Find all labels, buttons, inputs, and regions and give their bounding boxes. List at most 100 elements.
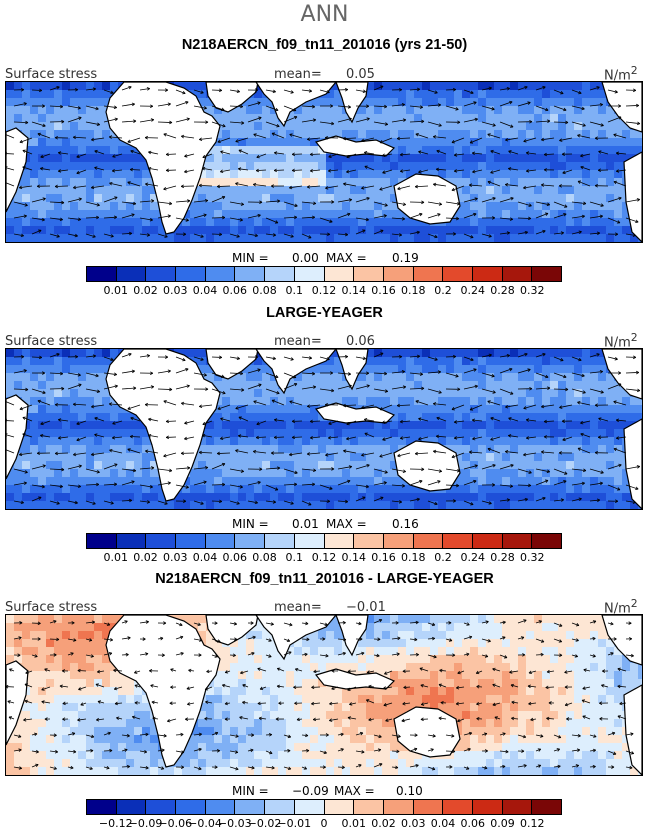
panel-3-colorbar-ticks: −0.12 −0.09 −0.06 −0.04 −0.03 −0.02 −0.01 0 0.01… bbox=[86, 817, 562, 831]
colorbar-swatch bbox=[472, 534, 503, 548]
panel-2-units: N/m2 bbox=[604, 331, 638, 351]
colorbar-tick-label: 0.12 bbox=[520, 817, 545, 830]
panel-1-max-label: MAX = bbox=[326, 251, 367, 265]
land-mass bbox=[6, 127, 29, 213]
colorbar-swatch bbox=[383, 267, 414, 281]
colorbar-swatch bbox=[383, 534, 414, 548]
panel-2-max-label: MAX = bbox=[326, 517, 367, 531]
panel-2-mean-label: mean= bbox=[274, 334, 322, 349]
colorbar-tick-label: 0.06 bbox=[222, 284, 248, 297]
land-mass bbox=[601, 615, 642, 666]
panel-3-units: N/m2 bbox=[604, 597, 638, 617]
colorbar-tick-label: −0.06 bbox=[158, 817, 193, 830]
land-mass bbox=[623, 418, 642, 509]
colorbar-swatch bbox=[294, 534, 325, 548]
land-mass bbox=[335, 615, 369, 657]
colorbar-swatch bbox=[87, 800, 117, 814]
panel-2-mean-value: 0.06 bbox=[346, 334, 375, 349]
colorbar-tick-label: 0.01 bbox=[341, 817, 367, 830]
colorbar-tick-label: −0.04 bbox=[188, 817, 222, 830]
colorbar-tick-label: 0.02 bbox=[133, 551, 158, 564]
colorbar-tick-label: 0.1 bbox=[285, 284, 304, 297]
colorbar-swatch bbox=[532, 800, 561, 814]
colorbar-tick-label: 0.04 bbox=[192, 284, 218, 297]
colorbar-swatch bbox=[502, 534, 533, 548]
panel-3-mean-value: −0.01 bbox=[346, 600, 386, 615]
colorbar-swatch bbox=[146, 267, 177, 281]
surface-stress-map bbox=[6, 615, 642, 775]
colorbar-swatch bbox=[176, 534, 206, 548]
land-mass bbox=[255, 615, 337, 661]
colorbar-tick-label: 0.18 bbox=[401, 284, 426, 297]
colorbar-swatch bbox=[235, 267, 266, 281]
colorbar-tick-label: −0.02 bbox=[247, 817, 282, 830]
colorbar-swatch bbox=[502, 800, 533, 814]
colorbar-swatch bbox=[294, 267, 325, 281]
colorbar-swatch bbox=[146, 534, 177, 548]
land-mass bbox=[255, 349, 337, 395]
panel-1-colorbar bbox=[86, 266, 562, 282]
land-mass bbox=[623, 684, 642, 775]
panel-1-units: N/m2 bbox=[604, 64, 638, 84]
colorbar-swatch bbox=[532, 267, 561, 281]
panel-1-colorbar-ticks: 0.01 0.02 0.03 0.04 0.06 0.08 0.1 0.12 0.14 0.16 0… bbox=[86, 284, 562, 298]
colorbar-swatch bbox=[265, 534, 295, 548]
surface-stress-map bbox=[6, 349, 642, 509]
panel-1-mean-value: 0.05 bbox=[346, 67, 375, 82]
land-mass bbox=[314, 402, 396, 424]
land-mass bbox=[601, 82, 642, 133]
colorbar-swatch bbox=[235, 534, 266, 548]
colorbar-swatch bbox=[354, 267, 384, 281]
colorbar-tick-label: −0.09 bbox=[128, 817, 163, 830]
panel-3-min-label: MIN = bbox=[232, 784, 269, 798]
colorbar-tick-label: 0.16 bbox=[371, 284, 396, 297]
colorbar-swatch bbox=[205, 267, 236, 281]
colorbar-swatch bbox=[176, 267, 206, 281]
colorbar-swatch bbox=[502, 267, 533, 281]
colorbar-swatch bbox=[354, 800, 384, 814]
colorbar-swatch bbox=[116, 800, 147, 814]
colorbar-swatch bbox=[413, 267, 444, 281]
colorbar-tick-label: 0.24 bbox=[460, 284, 486, 297]
colorbar-swatch bbox=[116, 534, 147, 548]
land-mass bbox=[314, 135, 396, 157]
colorbar-swatch bbox=[443, 800, 473, 814]
colorbar-tick-label: 0.01 bbox=[103, 284, 129, 297]
colorbar-tick-label: 0.03 bbox=[163, 284, 188, 297]
surface-stress-map bbox=[6, 82, 642, 242]
colorbar-swatch bbox=[532, 534, 561, 548]
land-mass bbox=[6, 660, 29, 746]
panel-2-colorbar-ticks: 0.01 0.02 0.03 0.04 0.06 0.08 0.1 0.12 0.14 0.16 0… bbox=[86, 551, 562, 565]
colorbar-swatch bbox=[472, 800, 503, 814]
colorbar-tick-label: 0.2 bbox=[434, 284, 452, 297]
panel-2-min-value: 0.01 bbox=[292, 517, 319, 531]
panel-3-max-label: MAX = bbox=[334, 784, 375, 798]
colorbar-tick-label: 0.28 bbox=[490, 284, 515, 297]
panel-1-title: N218AERCN_f09_tn11_201016 (yrs 21-50) bbox=[181, 37, 468, 53]
land-mass bbox=[255, 82, 337, 128]
land-mass bbox=[393, 706, 461, 758]
panel-2-map bbox=[5, 348, 643, 510]
colorbar-tick-label: 0.14 bbox=[341, 284, 367, 297]
panel-3-title: N218AERCN_f09_tn11_201016 - LARGE-YEAGER bbox=[155, 571, 494, 587]
colorbar-tick-label: 0.01 bbox=[103, 551, 129, 564]
colorbar-swatch bbox=[413, 800, 444, 814]
colorbar-swatch bbox=[87, 534, 117, 548]
colorbar-tick-label: 0 bbox=[320, 817, 328, 830]
colorbar-swatch bbox=[413, 534, 444, 548]
land-mass bbox=[335, 82, 369, 124]
panel-3-mean-label: mean= bbox=[274, 600, 322, 615]
colorbar-tick-label: 0.03 bbox=[163, 551, 188, 564]
colorbar-tick-label: 0.08 bbox=[252, 551, 277, 564]
colorbar-tick-label: 0.06 bbox=[460, 817, 486, 830]
land-mass bbox=[335, 349, 369, 391]
land-mass bbox=[6, 394, 29, 480]
colorbar-tick-label: 0.12 bbox=[311, 551, 337, 564]
colorbar-tick-label: −0.12 bbox=[98, 817, 133, 830]
colorbar-tick-label: 0.09 bbox=[490, 817, 515, 830]
colorbar-tick-label: 0.28 bbox=[490, 551, 515, 564]
colorbar-tick-label: 0.1 bbox=[285, 551, 304, 564]
panel-3-max-value: 0.10 bbox=[396, 784, 423, 798]
panel-2-max-value: 0.16 bbox=[392, 517, 419, 531]
colorbar-swatch bbox=[146, 800, 177, 814]
